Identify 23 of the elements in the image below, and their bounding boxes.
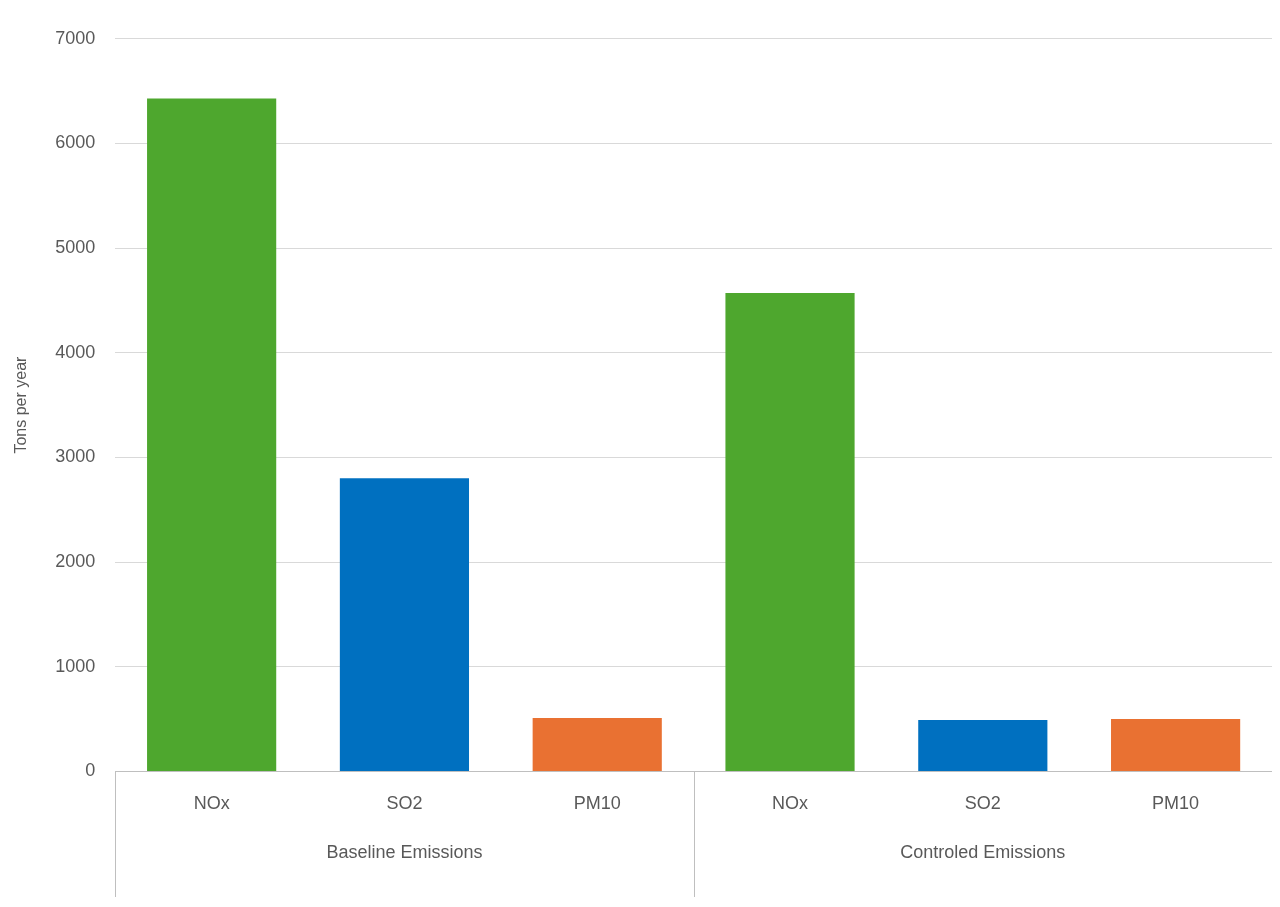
y-tick-label: 4000 bbox=[55, 341, 96, 362]
x-tick-label: SO2 bbox=[964, 793, 1001, 814]
y-axis-title: Tons per year bbox=[12, 355, 30, 454]
x-tick-label: NOx bbox=[193, 793, 230, 814]
bar bbox=[532, 718, 662, 771]
x-tick-label: PM10 bbox=[573, 793, 621, 814]
bar bbox=[147, 98, 277, 771]
bar bbox=[918, 720, 1048, 771]
bar bbox=[1111, 719, 1241, 771]
x-tick-label: NOx bbox=[772, 793, 809, 814]
y-tick-label: 2000 bbox=[55, 551, 96, 572]
x-tick-label: SO2 bbox=[386, 793, 423, 814]
y-tick-label: 7000 bbox=[55, 27, 96, 48]
y-tick-label: 5000 bbox=[55, 237, 96, 258]
y-tick-label: 0 bbox=[85, 760, 96, 781]
text: Baseline Emissions bbox=[326, 842, 483, 863]
bar bbox=[725, 293, 855, 771]
x-tick-label: PM10 bbox=[1152, 793, 1200, 814]
text: Controled Emissions bbox=[900, 842, 1066, 863]
y-tick-label: 6000 bbox=[55, 132, 96, 153]
y-tick-label: 1000 bbox=[55, 655, 96, 676]
bar bbox=[339, 478, 470, 771]
y-tick-label: 3000 bbox=[55, 446, 96, 467]
